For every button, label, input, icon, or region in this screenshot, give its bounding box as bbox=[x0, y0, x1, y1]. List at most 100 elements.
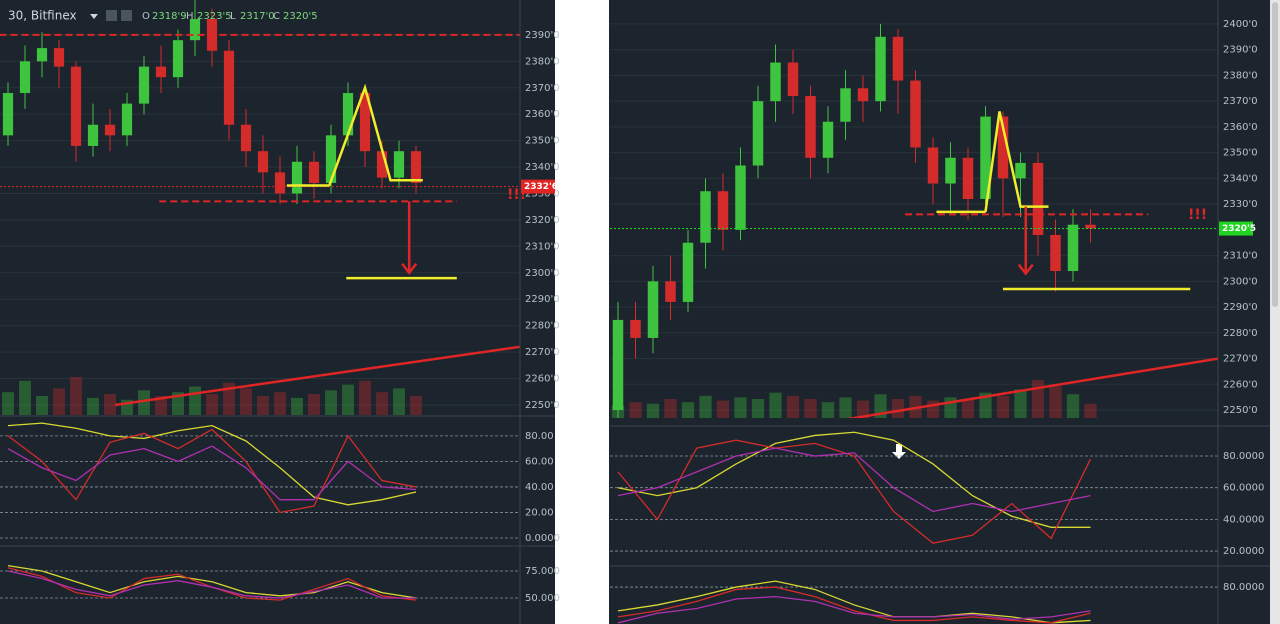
y-tick-label: 2390'0 bbox=[525, 30, 560, 41]
y-tick-label: 2400'0 bbox=[1223, 19, 1258, 30]
icon[interactable] bbox=[106, 10, 117, 21]
scrollbar-thumb[interactable] bbox=[1272, 2, 1278, 307]
volume-bar bbox=[646, 403, 660, 418]
current-price-label: 2332'6 bbox=[524, 182, 558, 192]
volume-bar bbox=[223, 382, 235, 415]
scrollbar[interactable] bbox=[1270, 0, 1280, 624]
arrow-head bbox=[401, 263, 418, 275]
candle-body bbox=[630, 319, 641, 338]
candle-body bbox=[665, 281, 676, 302]
dropdown-caret[interactable] bbox=[90, 14, 98, 19]
candle-body bbox=[682, 242, 694, 302]
volume-bar bbox=[1049, 386, 1062, 418]
y-tick-label: 20.0000 bbox=[1223, 546, 1264, 557]
left-panel bbox=[0, 0, 555, 624]
y-tick-label: 2390'0 bbox=[1223, 45, 1258, 56]
right-panel bbox=[609, 0, 1270, 624]
y-tick-label: 80.00 bbox=[525, 431, 554, 442]
volume-bar bbox=[716, 400, 730, 418]
candle-body bbox=[410, 151, 422, 183]
y-tick-label: 50.000 bbox=[525, 593, 560, 604]
candle-body bbox=[376, 151, 388, 178]
candle-body bbox=[138, 66, 150, 104]
oscillator-line bbox=[7, 422, 417, 506]
annotation-line bbox=[846, 357, 1218, 418]
header: 30, Bitfinex O 2318'9 H 2323'5 L 2317'0 … bbox=[8, 9, 318, 23]
y-tick-label: 60.0000 bbox=[1223, 483, 1264, 494]
candle-body bbox=[1050, 234, 1061, 272]
volume-bar bbox=[891, 399, 905, 418]
y-tick-label: 2370'0 bbox=[525, 83, 560, 94]
candle-body bbox=[1015, 162, 1026, 179]
volume-bar bbox=[206, 394, 218, 415]
y-tick-label: 2270'0 bbox=[1223, 354, 1258, 365]
volume-bar bbox=[699, 395, 712, 418]
y-tick-label: 2380'0 bbox=[525, 56, 560, 67]
volume-bar bbox=[104, 394, 116, 415]
y-tick-label: 2290'0 bbox=[1223, 302, 1258, 313]
ohlc-value: 2323'5 bbox=[197, 11, 232, 22]
alert-text: !!! bbox=[1188, 207, 1207, 223]
volume-bar bbox=[734, 397, 747, 418]
ohlc-value: 2318'9 bbox=[152, 11, 187, 22]
volume-bar bbox=[629, 402, 642, 418]
candle-body bbox=[997, 116, 1009, 179]
y-tick-label: 2310'0 bbox=[525, 241, 560, 252]
volume-bar bbox=[155, 396, 167, 415]
candle-body bbox=[1067, 224, 1079, 272]
candle-body bbox=[1085, 224, 1096, 229]
y-tick-label: 2330'0 bbox=[1223, 199, 1258, 210]
candle-body bbox=[822, 121, 834, 158]
volume-bar bbox=[2, 392, 14, 415]
oscillator-line bbox=[617, 431, 1091, 528]
volume-bar bbox=[342, 384, 354, 415]
ohlc-value: 2320'5 bbox=[283, 11, 318, 22]
volume-bar bbox=[410, 396, 422, 415]
candle-body bbox=[223, 50, 235, 125]
y-tick-label: 40.00 bbox=[525, 482, 554, 493]
candle-body bbox=[121, 103, 133, 136]
icon[interactable] bbox=[121, 10, 132, 21]
volume-bar bbox=[786, 395, 800, 418]
y-tick-label: 2290'0 bbox=[525, 294, 560, 305]
y-tick-label: 2310'0 bbox=[1223, 251, 1258, 262]
candle-body bbox=[892, 36, 904, 81]
volume-bar bbox=[664, 399, 677, 418]
y-tick-label: 2300'0 bbox=[525, 268, 560, 279]
current-price-label: 2320'5 bbox=[1222, 224, 1256, 234]
y-tick-label: 2330'0 bbox=[525, 188, 560, 199]
volume-bar bbox=[821, 402, 835, 418]
candle-body bbox=[840, 88, 851, 122]
oscillator-pane bbox=[610, 431, 1218, 552]
candle-body bbox=[257, 151, 269, 173]
oscillator-line bbox=[7, 570, 416, 599]
candle-body bbox=[342, 93, 354, 136]
y-tick-label: 2270'0 bbox=[525, 347, 560, 358]
y-tick-label: 75.000 bbox=[525, 566, 560, 577]
candle-body bbox=[910, 80, 921, 148]
candle-body bbox=[70, 66, 82, 146]
candle-body bbox=[308, 161, 320, 183]
volume-bar bbox=[87, 397, 99, 415]
volume-bar bbox=[979, 392, 992, 418]
y-tick-label: 40.0000 bbox=[1223, 514, 1264, 525]
candle-body bbox=[19, 61, 31, 94]
y-tick-label: 2300'0 bbox=[1223, 276, 1258, 287]
annotation-line bbox=[984, 111, 1049, 213]
candle-body bbox=[325, 135, 337, 183]
candle-body bbox=[770, 62, 781, 102]
candle-body bbox=[274, 172, 286, 194]
candle-body bbox=[717, 191, 729, 230]
y-tick-label: 20.00 bbox=[525, 507, 554, 518]
y-tick-label: 80.0000 bbox=[1223, 451, 1264, 462]
oscillator-pane bbox=[610, 580, 1218, 624]
oscillator-line bbox=[617, 586, 1091, 624]
ohlc-key: O bbox=[142, 11, 150, 22]
volume-bar bbox=[856, 400, 870, 418]
annotation-line bbox=[328, 83, 423, 186]
volume-bar bbox=[121, 399, 133, 415]
symbol[interactable]: 30, Bitfinex bbox=[8, 9, 77, 23]
candle-body bbox=[104, 124, 116, 136]
candle-body bbox=[36, 48, 48, 62]
